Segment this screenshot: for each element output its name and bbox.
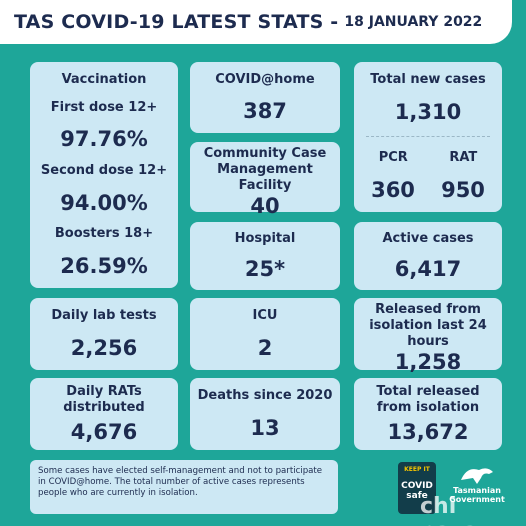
logo-text: KEEP IT [404,466,430,473]
item-value: 94.00% [60,190,148,215]
released-24h-panel: Released from isolation last 24 hours 1,… [354,298,502,374]
panel-value: 1,258 [394,350,462,374]
logo-text: Government [449,495,505,504]
panel-label: Community Case Management Facility [203,146,327,193]
icu-panel: ICU 2 [190,298,340,370]
pcr-label: PCR [378,149,408,165]
panel-label: Daily lab tests [51,308,157,323]
covid-safe-logo: KEEP IT COVID safe [398,462,436,514]
tiger-icon [461,468,493,484]
pcr-value: 360 [371,177,415,202]
total-released-panel: Total released from isolation 13,672 [354,378,502,450]
panel-label: Hospital [234,231,296,246]
rats-panel: Daily RATs distributed 4,676 [30,378,178,450]
panel-label: ICU [252,308,278,323]
item-value: 97.76% [60,127,148,152]
item-label: First dose 12+ [50,99,158,115]
panel-label: Total released from isolation [376,384,480,415]
date: 18 JANUARY 2022 [344,14,483,30]
lab-tests-panel: Daily lab tests 2,256 [30,298,178,370]
panel-value: 387 [243,99,287,124]
split-labels: PCR RAT [358,150,498,166]
header: TAS COVID-19 LATEST STATS - 18 JANUARY 2… [0,0,512,44]
panel-value: 1,310 [394,100,462,125]
active-panel: Active cases 6,417 [354,222,502,290]
item-label: Boosters 18+ [54,226,154,242]
community-panel: Community Case Management Facility 40 [190,142,340,218]
tas-gov-logo: Tasmanian Government [446,462,508,514]
covid-home-panel: COVID@home 387 [190,62,340,133]
panel-label: Vaccination [61,71,147,87]
panel-value: 2 [257,336,273,360]
panel-label: Deaths since 2020 [197,388,333,403]
rat-label: RAT [449,149,478,165]
logo-text: Tasmanian [453,486,501,495]
panel-value: 6,417 [394,257,462,281]
logo-text: COVID [401,481,433,491]
rat-value: 950 [441,177,485,202]
panel-value: 40 [250,194,280,218]
title: TAS COVID-19 LATEST STATS - [14,11,339,33]
panel-label: Active cases [382,231,474,246]
panel-value: 4,676 [70,420,138,444]
vaccination-panel: Vaccination First dose 12+ 97.76% Second… [30,62,178,288]
panel-label: Released from isolation last 24 hours [369,302,487,349]
logo-text: safe [406,491,428,501]
deaths-panel: Deaths since 2020 13 [190,378,340,450]
watermark: chi nazau [420,494,494,526]
panel-label: Daily RATs distributed [63,384,145,415]
item-value: 26.59% [60,254,148,279]
footnote: Some cases have elected self-management … [30,460,338,514]
hospital-panel: Hospital 25* [190,222,340,290]
panel-value: 13,672 [387,420,469,444]
panel-label: Total new cases [370,72,486,88]
split-values: 360 950 [358,178,498,202]
panel-value: 2,256 [70,336,138,360]
divider [366,136,490,138]
new-cases-panel: Total new cases 1,310 PCR RAT 360 950 [354,62,502,212]
panel-value: 25* [244,257,286,281]
item-label: Second dose 12+ [40,162,168,178]
panel-label: COVID@home [215,71,315,87]
panel-value: 13 [250,416,280,440]
